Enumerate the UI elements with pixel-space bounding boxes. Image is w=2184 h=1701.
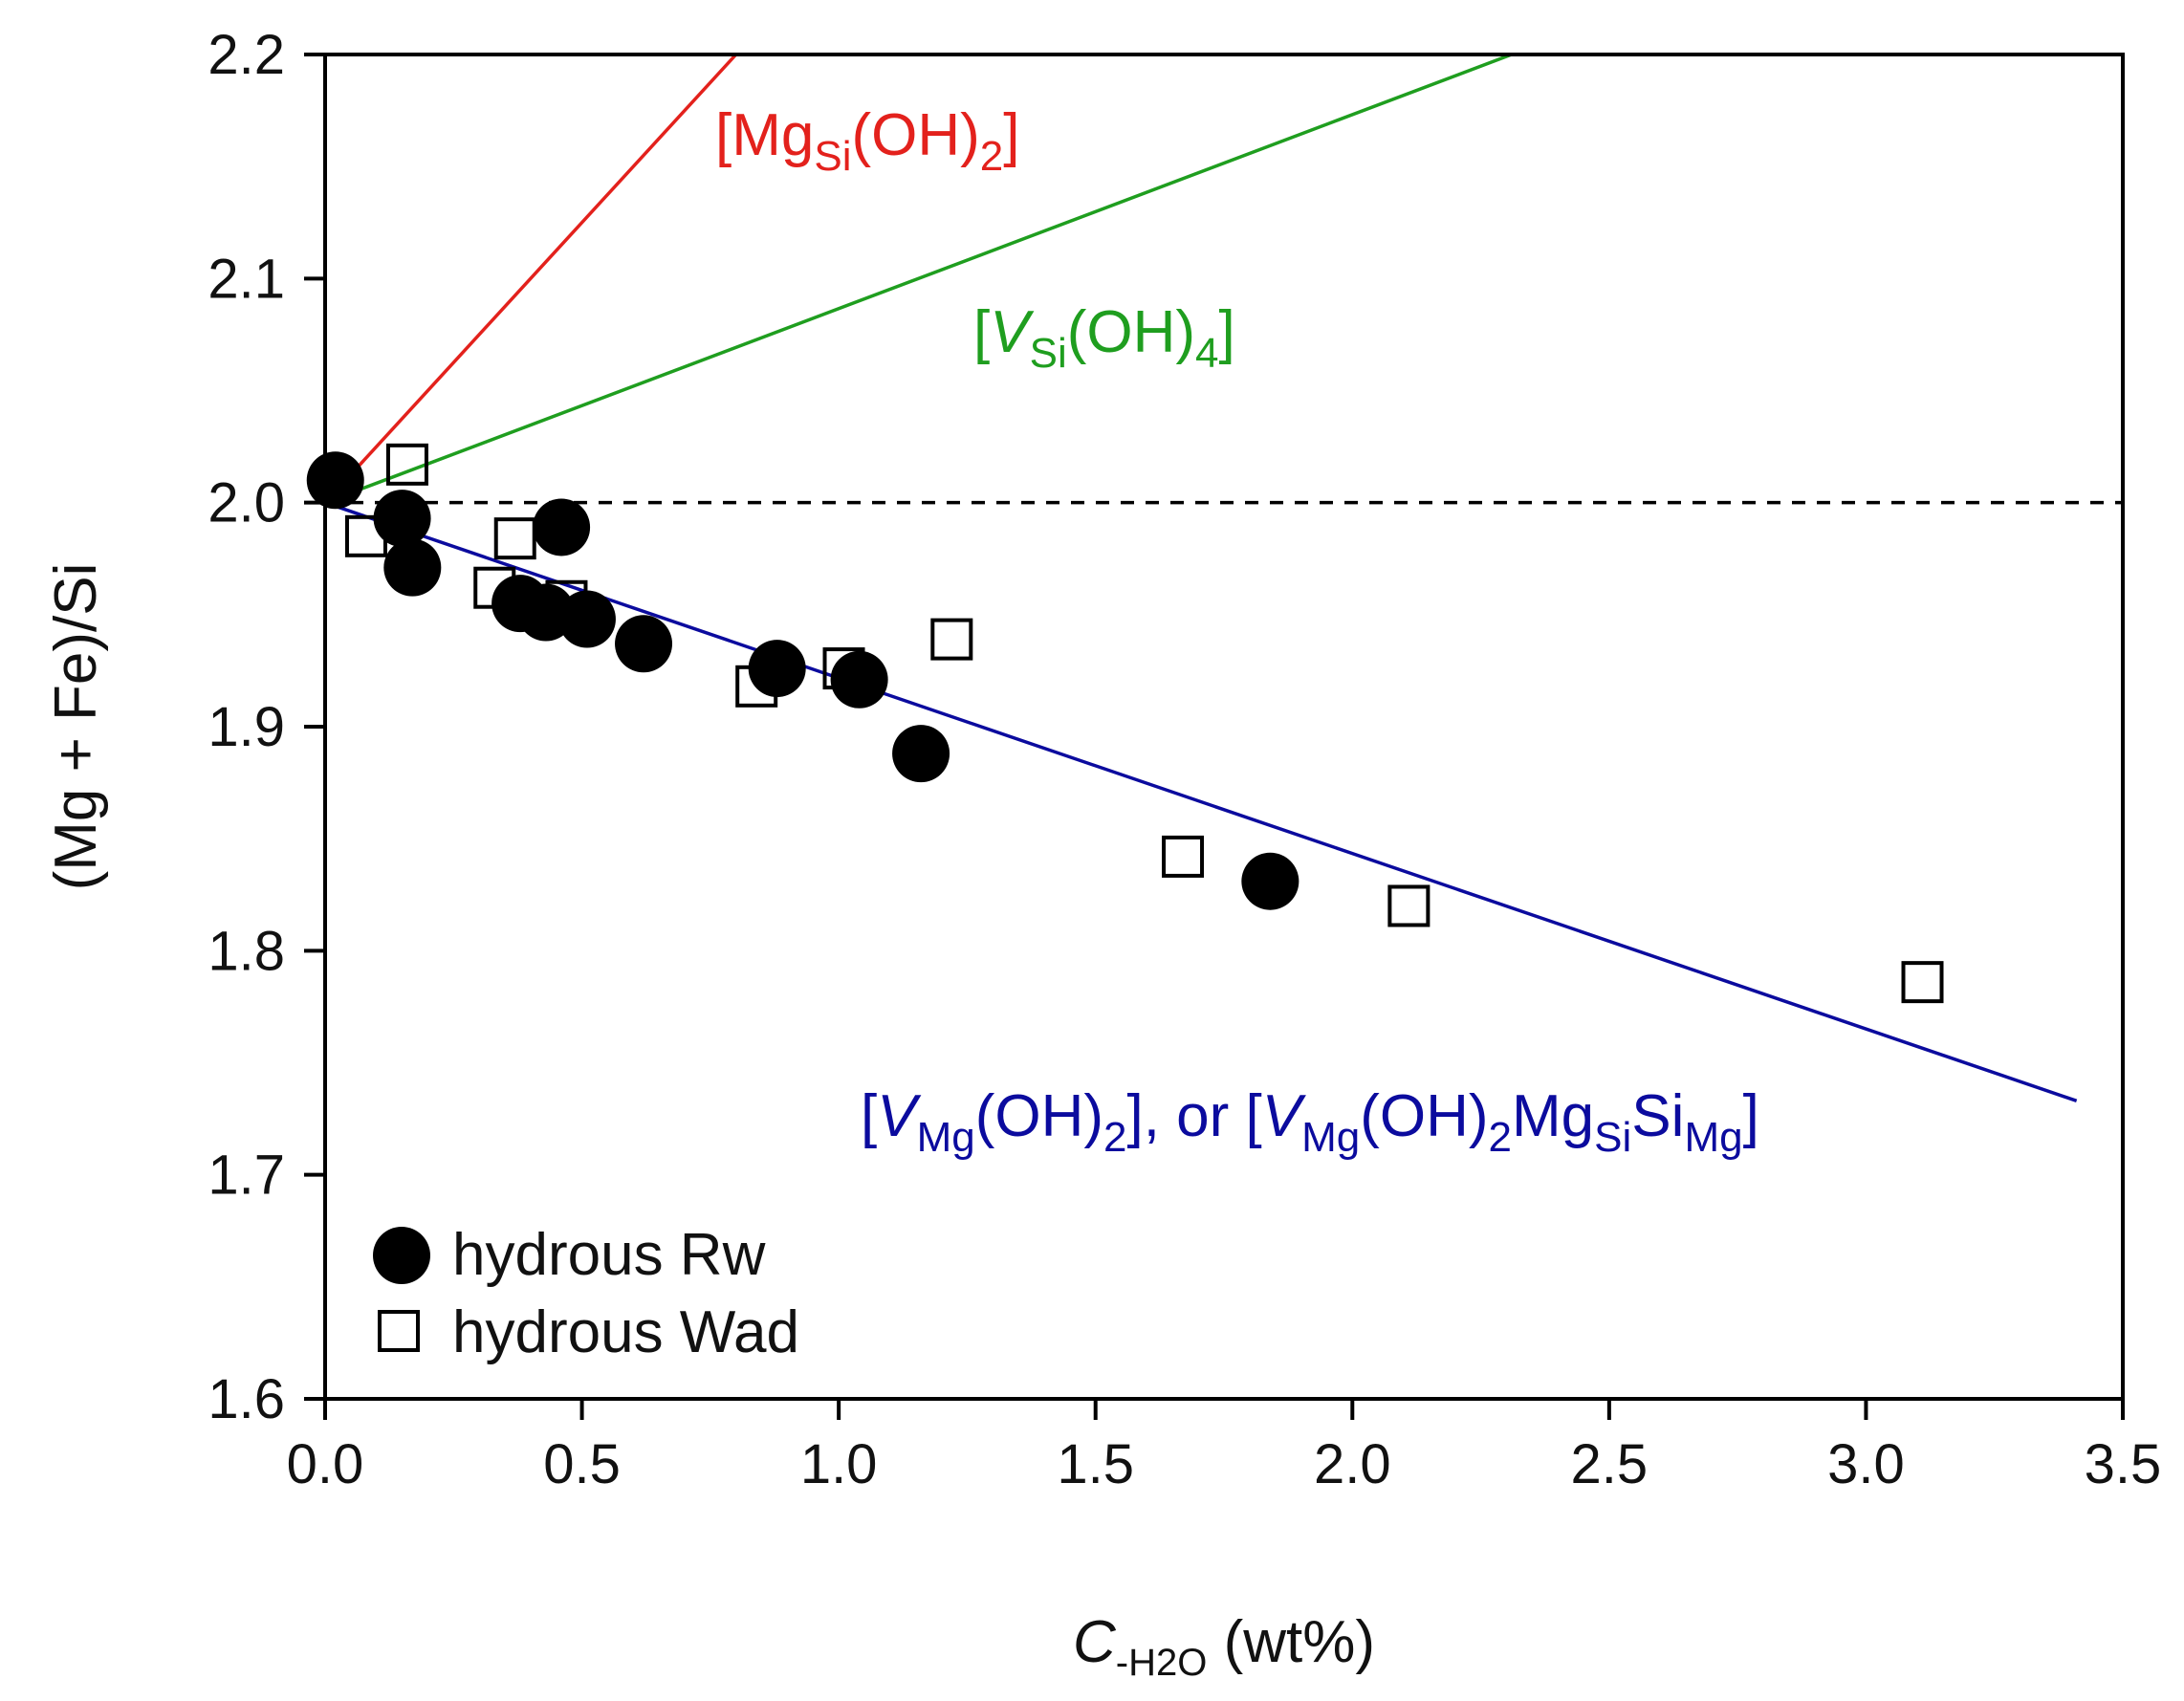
- annotation-vmg: [VMg(OH)2], or [VMg(OH)2MgSiSiMg]: [861, 1083, 1759, 1161]
- x-axis-title: C-H2O (wt%): [1073, 1609, 1375, 1684]
- reference-lines: [323, 53, 2123, 1102]
- x-tick-label: 3.5: [2085, 1433, 2162, 1495]
- annotation-part: ]: [1003, 102, 1019, 168]
- legend-marker-wad: [378, 1310, 420, 1352]
- point-wad: [1162, 835, 1205, 878]
- annotation-part: [: [973, 299, 990, 365]
- point-rw: [1241, 852, 1299, 910]
- annotation-part: Si: [1030, 330, 1067, 377]
- annotation-part: V: [990, 299, 1035, 365]
- annotation-part: (OH): [851, 102, 979, 168]
- data-markers: [306, 443, 1944, 1004]
- x-tick-label: 0.0: [287, 1433, 364, 1495]
- line-mgsi: [323, 53, 738, 504]
- point-wad: [344, 514, 387, 557]
- y-tick-label: 1.8: [207, 920, 285, 982]
- point-wad: [1901, 961, 1944, 1004]
- y-axis: 1.6 1.7 1.8 1.9 2.0 2.1 2.2: [207, 24, 325, 1430]
- annotation-part: [: [861, 1083, 877, 1149]
- x-tick-label: 0.5: [543, 1433, 621, 1495]
- annotation-vsi: [VSi(OH)4]: [973, 299, 1235, 377]
- annotation-part: (OH): [975, 1083, 1103, 1149]
- annotation-part: (OH): [1360, 1083, 1488, 1149]
- point-wad: [473, 566, 516, 609]
- legend-label-rw: hydrous Rw: [452, 1222, 766, 1288]
- annotation-part: 2: [1489, 1114, 1512, 1161]
- y-tick-label: 1.6: [207, 1368, 285, 1430]
- point-wad: [493, 517, 536, 560]
- line-vmg: [324, 501, 2078, 1102]
- point-wad: [822, 647, 865, 690]
- annotation-part: ]: [1219, 299, 1235, 365]
- point-rw: [306, 451, 364, 510]
- annotation-part: Mg: [1301, 1114, 1360, 1161]
- point-wad: [735, 665, 778, 708]
- x-axis: 0.0 0.5 1.0 1.5 2.0 2.5 3.0 3.5: [287, 1399, 2162, 1495]
- point-wad: [930, 618, 973, 661]
- x-axis-title-sub: -H2O: [1116, 1642, 1208, 1684]
- legend-label-wad: hydrous Wad: [452, 1299, 799, 1365]
- y-tick-label: 2.0: [207, 472, 285, 534]
- annotation-part: 2: [980, 133, 1003, 180]
- point-wad: [1387, 884, 1431, 927]
- x-axis-title-main: C: [1073, 1609, 1117, 1675]
- point-rw: [615, 615, 673, 673]
- point-wad: [545, 579, 588, 622]
- point-rw: [373, 490, 431, 548]
- y-tick-label: 1.7: [207, 1145, 285, 1207]
- annotation-part: (OH): [1067, 299, 1195, 365]
- y-tick-label: 1.9: [207, 696, 285, 758]
- annotation-part: Mg: [1684, 1114, 1742, 1161]
- point-wad: [385, 443, 428, 486]
- point-rw: [892, 725, 950, 783]
- annotation-part: Mg: [917, 1114, 975, 1161]
- x-tick-label: 1.0: [800, 1433, 878, 1495]
- point-rw: [830, 650, 888, 709]
- x-axis-title-rest: (wt%): [1207, 1609, 1375, 1675]
- annotation-part: Si: [1631, 1083, 1684, 1149]
- annotation-part: ], or [: [1127, 1083, 1262, 1149]
- annotation-part: V: [1262, 1083, 1307, 1149]
- line-vsi: [324, 53, 1513, 505]
- line-annotations: [MgSi(OH)2][VSi(OH)4][VMg(OH)2], or [VMg…: [715, 102, 1759, 1161]
- annotation-part: Si: [814, 133, 851, 180]
- x-tick-label: 2.5: [1571, 1433, 1649, 1495]
- y-axis-title: (Mg + Fe)/Si: [43, 563, 109, 891]
- annotation-part: V: [877, 1083, 922, 1149]
- legend: hydrous Rw hydrous Wad: [373, 1222, 799, 1365]
- annotation-part: ]: [1743, 1083, 1759, 1149]
- legend-marker-rw: [373, 1227, 430, 1284]
- x-tick-label: 3.0: [1827, 1433, 1905, 1495]
- annotation-part: [Mg: [715, 102, 814, 168]
- y-tick-label: 2.2: [207, 24, 285, 86]
- annotation-part: Si: [1594, 1114, 1631, 1161]
- x-tick-label: 1.5: [1057, 1433, 1134, 1495]
- annotation-mgsi: [MgSi(OH)2]: [715, 102, 1020, 180]
- x-tick-label: 2.0: [1314, 1433, 1391, 1495]
- point-rw: [383, 538, 442, 597]
- annotation-part: 2: [1103, 1114, 1126, 1161]
- point-rw: [533, 498, 591, 556]
- plot-frame: [323, 53, 2125, 1401]
- annotation-part: 4: [1195, 330, 1218, 377]
- annotation-part: Mg: [1512, 1083, 1594, 1149]
- y-tick-label: 2.1: [207, 248, 285, 310]
